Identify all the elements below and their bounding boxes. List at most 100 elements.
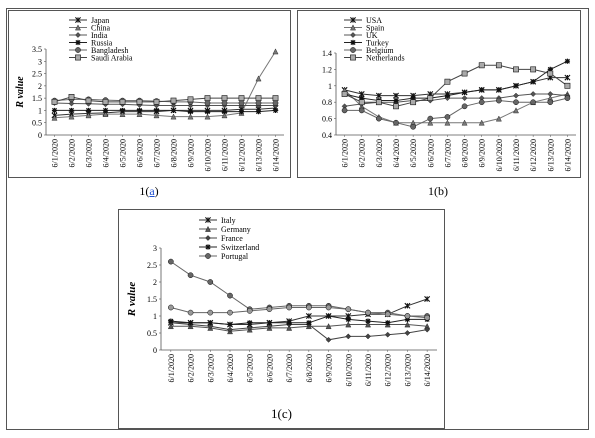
series-line — [54, 107, 276, 116]
x-tick-label: 6/1/2020 — [341, 139, 350, 167]
data-point — [136, 111, 143, 117]
data-point — [375, 92, 382, 99]
x-tick-label: 6/14/2020 — [563, 139, 572, 171]
chart-panel-c: 0 0.5 1 1.5 2 2.5 3 6/1/2020 6/2/2020 6/3/2020 6/4… — [118, 209, 445, 429]
data-point — [358, 107, 365, 114]
data-point — [187, 320, 194, 326]
x-tick-label: 6/9/2020 — [325, 354, 334, 382]
data-point — [136, 98, 143, 105]
legend-marker — [75, 54, 81, 61]
data-point — [207, 309, 214, 316]
data-point — [238, 100, 245, 106]
data-point — [427, 115, 434, 122]
data-point — [410, 99, 417, 106]
data-point — [478, 99, 485, 106]
legend-marker — [75, 17, 81, 23]
legend-marker — [205, 225, 211, 232]
legend-label: Belgium — [366, 46, 394, 55]
x-tick-label: 6/10/2020 — [344, 354, 353, 386]
series-line — [344, 97, 568, 128]
data-point — [365, 309, 371, 316]
y-tick-label: 1.5 — [32, 94, 42, 103]
data-point — [207, 320, 213, 326]
chart-panel-a: 0 0.5 1 1.5 2 2.5 3 3.5 6/1/2020 6/2/2020 6/3/2020… — [8, 10, 291, 178]
y-tick-label: 2.5 — [147, 261, 157, 270]
data-point — [51, 107, 58, 114]
data-point — [513, 99, 519, 106]
data-point — [496, 97, 502, 104]
data-point — [119, 98, 126, 105]
data-point — [68, 94, 75, 100]
data-point — [85, 107, 92, 114]
x-tick-label: 6/8/2020 — [305, 354, 314, 382]
data-point — [255, 75, 262, 82]
x-tick-label: 6/2/2020 — [68, 139, 77, 167]
series-line — [170, 315, 428, 326]
data-point — [365, 318, 371, 324]
data-point — [444, 93, 451, 99]
data-point — [204, 95, 211, 102]
legend-label: Spain — [366, 24, 384, 33]
y-tick-label: 3 — [153, 244, 157, 253]
data-point — [461, 89, 468, 95]
data-point — [247, 320, 253, 326]
series-france — [167, 319, 431, 343]
data-point — [187, 109, 194, 115]
data-point — [170, 97, 177, 104]
data-point — [266, 306, 273, 313]
x-tick-label: 6/10/2020 — [204, 139, 213, 171]
legend-label: Japan — [91, 16, 109, 25]
legend-label: Saudi Arabia — [91, 54, 133, 63]
series-germany — [167, 321, 431, 335]
data-point — [427, 119, 434, 126]
legend-label: France — [221, 234, 243, 243]
data-point — [272, 48, 279, 55]
data-point — [68, 107, 75, 114]
x-tick-label: 6/12/2020 — [238, 139, 247, 171]
data-point — [547, 99, 554, 106]
series-line — [170, 307, 428, 319]
caption-b: 1(b) — [428, 184, 448, 198]
series-line — [344, 89, 568, 124]
data-point — [204, 109, 211, 115]
y-tick-label: 0.8 — [322, 98, 332, 107]
data-point — [266, 320, 273, 326]
data-point — [365, 333, 371, 340]
data-point — [221, 95, 228, 102]
data-point — [246, 325, 253, 331]
data-point — [444, 114, 451, 120]
legend-marker — [205, 235, 211, 241]
x-tick-label: 6/6/2020 — [136, 139, 145, 167]
y-tick-label: 1 — [153, 312, 157, 321]
data-point — [345, 333, 352, 340]
data-point — [187, 272, 194, 279]
series-usa — [341, 74, 571, 99]
data-point — [424, 326, 431, 333]
data-point — [204, 113, 211, 120]
data-point — [513, 107, 519, 114]
data-point — [221, 100, 228, 106]
y-tick-label: 0.6 — [322, 115, 332, 124]
caption-a-link[interactable]: a — [149, 184, 155, 198]
data-point — [51, 114, 58, 121]
data-point — [513, 66, 519, 73]
data-point — [207, 279, 214, 285]
data-point — [85, 97, 92, 104]
data-point — [306, 304, 312, 311]
data-point — [404, 316, 411, 322]
data-point — [170, 107, 177, 114]
x-tick-label: 6/3/2020 — [206, 354, 215, 382]
x-tick-label: 6/1/2020 — [51, 139, 60, 167]
x-tick-label: 6/9/2020 — [478, 139, 487, 167]
series-line — [170, 322, 428, 341]
data-point — [564, 74, 571, 81]
x-tick-label: 6/7/2020 — [443, 139, 452, 167]
data-point — [305, 313, 312, 319]
data-point — [376, 115, 382, 122]
chart-c-svg: 0 0.5 1 1.5 2 2.5 3 6/1/2020 6/2/2020 6/3/2020 6/4… — [126, 216, 437, 386]
data-point — [272, 107, 279, 114]
caption-c: 1(c) — [271, 406, 292, 421]
x-tick-label: 6/4/2020 — [392, 139, 401, 167]
